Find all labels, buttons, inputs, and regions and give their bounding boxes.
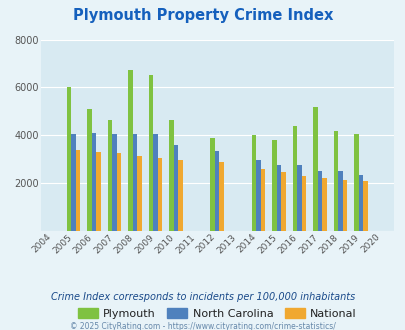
Bar (301, 176, 305, 231)
Bar (153, 134, 158, 231)
Bar (362, 181, 367, 231)
Bar (96, 152, 100, 231)
Bar (173, 145, 178, 231)
Bar (92, 133, 96, 231)
Bar (169, 120, 173, 231)
Bar (71, 134, 75, 231)
Bar (87, 109, 92, 231)
Bar (280, 172, 285, 231)
Bar (251, 135, 256, 231)
Bar (66, 87, 71, 231)
Bar (219, 162, 224, 231)
Bar (333, 130, 337, 231)
Bar (158, 158, 162, 231)
Text: Crime Index corresponds to incidents per 100,000 inhabitants: Crime Index corresponds to incidents per… (51, 292, 354, 302)
Bar (321, 178, 326, 231)
Bar (107, 120, 112, 231)
Bar (117, 153, 121, 231)
Bar (296, 165, 301, 231)
Bar (149, 76, 153, 231)
Bar (128, 70, 132, 231)
Bar (260, 169, 264, 231)
Bar (256, 160, 260, 231)
Bar (317, 171, 321, 231)
Legend: Plymouth, North Carolina, National: Plymouth, North Carolina, National (73, 304, 360, 323)
Text: © 2025 CityRating.com - https://www.cityrating.com/crime-statistics/: © 2025 CityRating.com - https://www.city… (70, 322, 335, 330)
Bar (178, 160, 183, 231)
Text: Plymouth Property Crime Index: Plymouth Property Crime Index (72, 8, 333, 23)
Bar (214, 151, 219, 231)
Bar (112, 134, 117, 231)
Bar (210, 138, 214, 231)
Bar (358, 175, 362, 231)
Bar (271, 140, 276, 231)
Bar (312, 107, 317, 231)
Bar (342, 180, 346, 231)
Bar (75, 150, 80, 231)
Bar (337, 171, 342, 231)
Bar (132, 134, 137, 231)
Bar (353, 134, 358, 231)
Bar (137, 156, 141, 231)
Bar (292, 126, 296, 231)
Bar (276, 165, 280, 231)
